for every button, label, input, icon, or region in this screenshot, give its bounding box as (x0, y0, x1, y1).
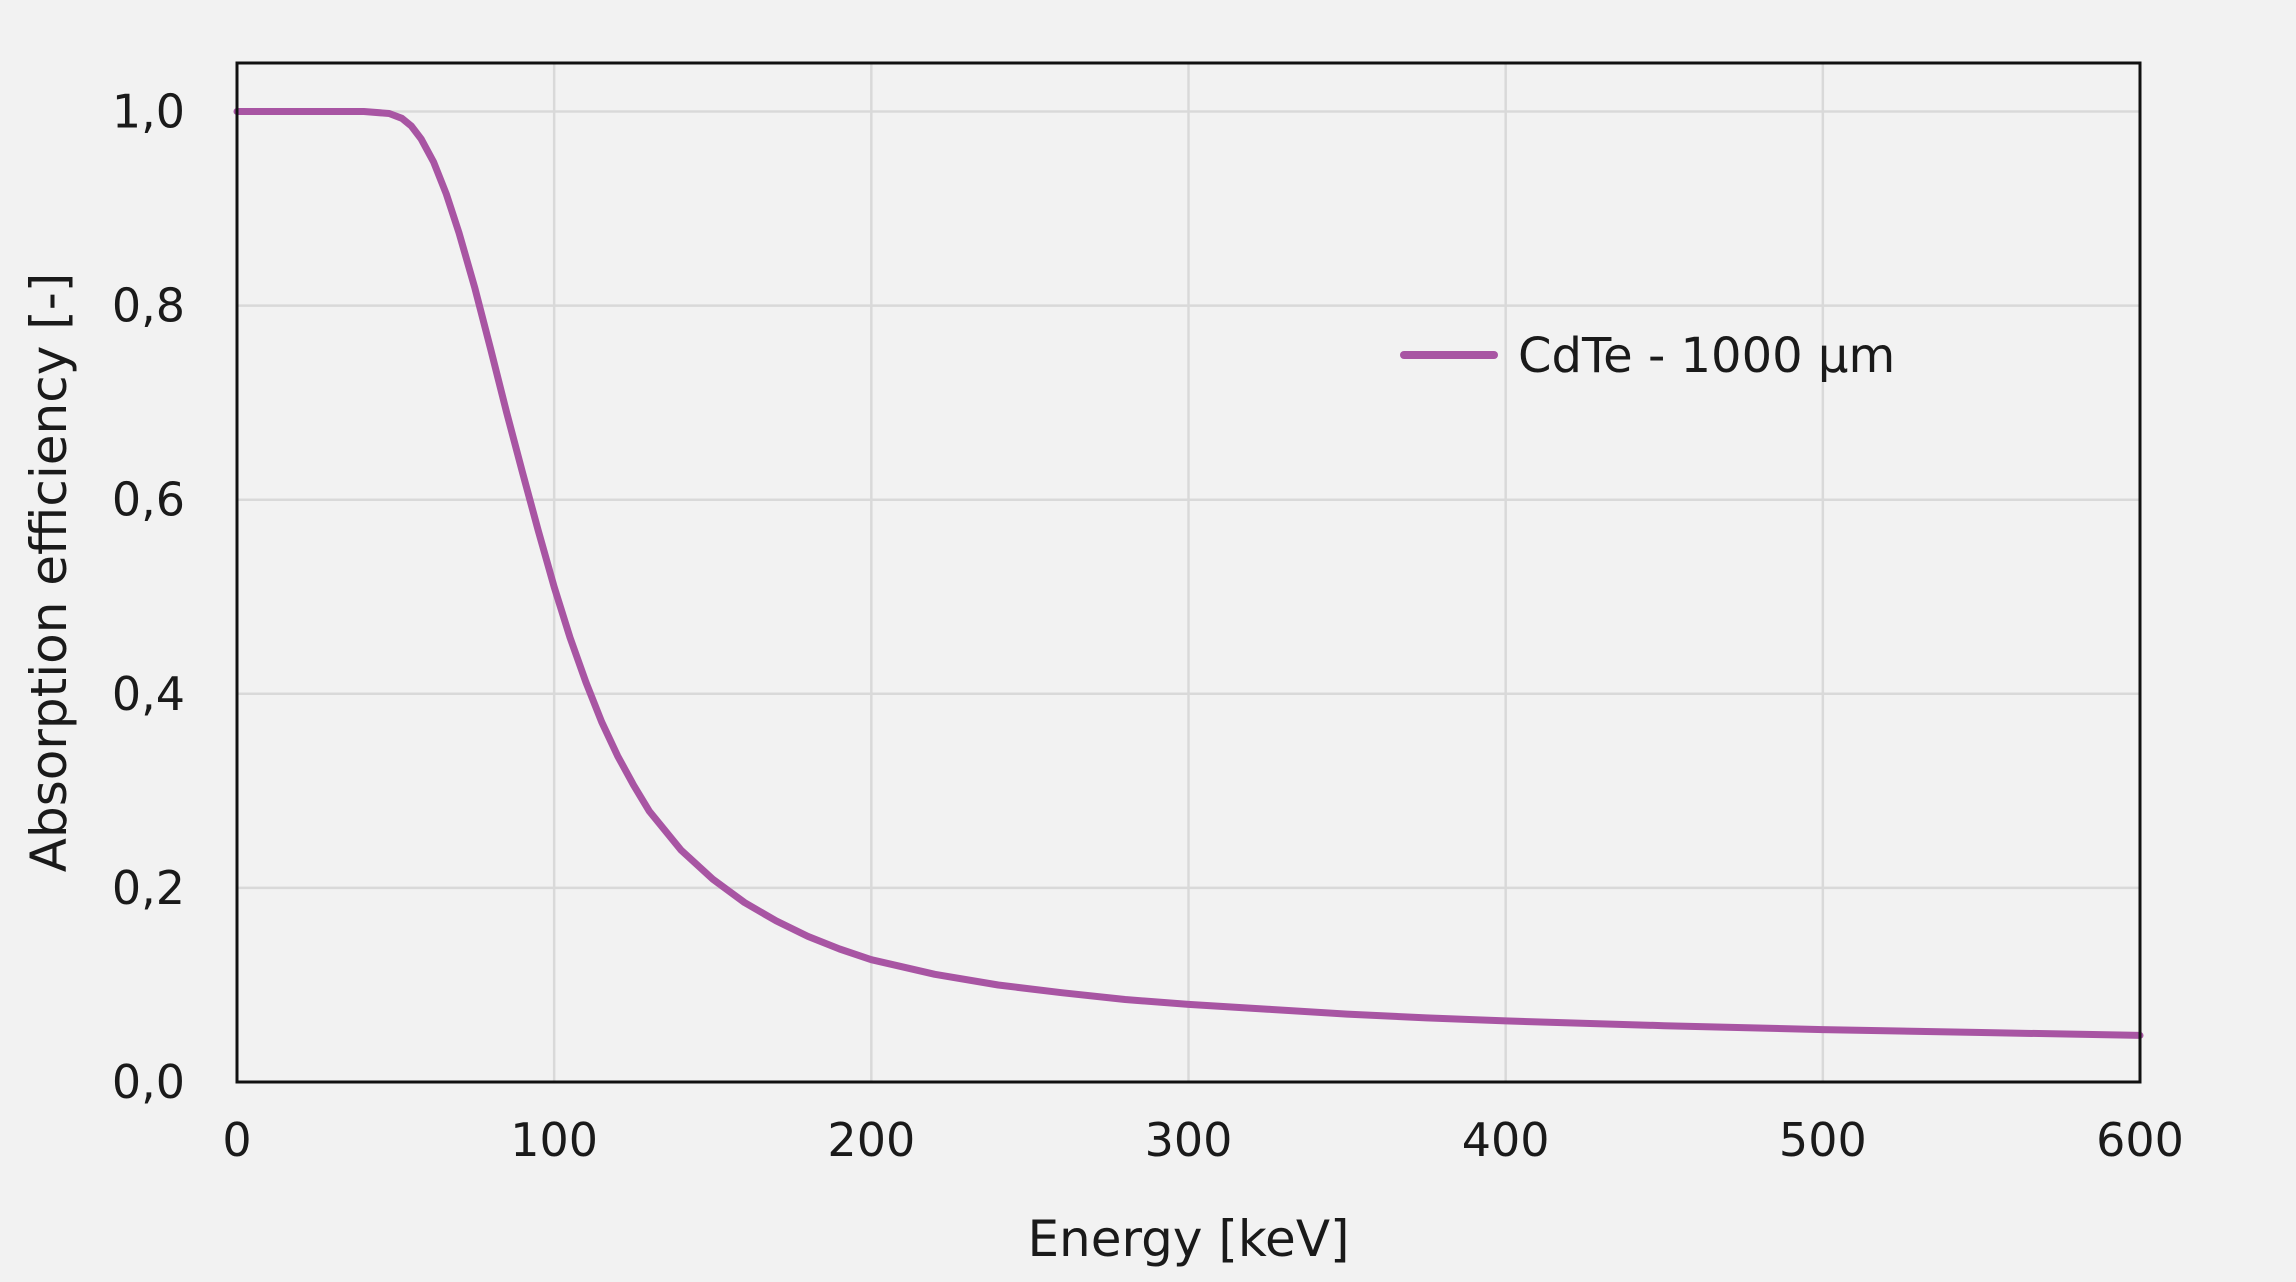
y-tick-label: 0,4 (112, 667, 185, 721)
legend-label: CdTe - 1000 µm (1518, 328, 1895, 384)
series-line (233, 108, 2144, 1039)
y-axis-title: Absorption efficiency [-] (20, 273, 78, 873)
legend: CdTe - 1000 µm (1400, 328, 1895, 384)
y-axis-tick-labels: 0,0 0,2 0,4 0,6 0,8 1,0 (112, 85, 185, 1109)
x-tick-label: 300 (1145, 1113, 1233, 1167)
x-tick-label: 400 (1462, 1113, 1550, 1167)
x-axis-title: Energy [keV] (1027, 1210, 1349, 1268)
x-tick-label: 200 (827, 1113, 915, 1167)
y-tick-label: 1,0 (112, 85, 185, 139)
x-tick-label: 500 (1779, 1113, 1867, 1167)
x-axis-tick-labels: 0 100 200 300 400 500 600 (222, 1113, 2184, 1167)
y-tick-label: 0,2 (112, 861, 185, 915)
x-tick-label: 600 (2096, 1113, 2184, 1167)
y-tick-label: 0,0 (112, 1055, 185, 1109)
y-tick-label: 0,8 (112, 279, 185, 333)
x-tick-label: 0 (222, 1113, 251, 1167)
x-tick-label: 100 (510, 1113, 598, 1167)
y-tick-label: 0,6 (112, 473, 185, 527)
plot-area-frame (235, 61, 2142, 1084)
series-lines (233, 108, 2144, 1039)
grid-lines (237, 63, 2140, 1082)
